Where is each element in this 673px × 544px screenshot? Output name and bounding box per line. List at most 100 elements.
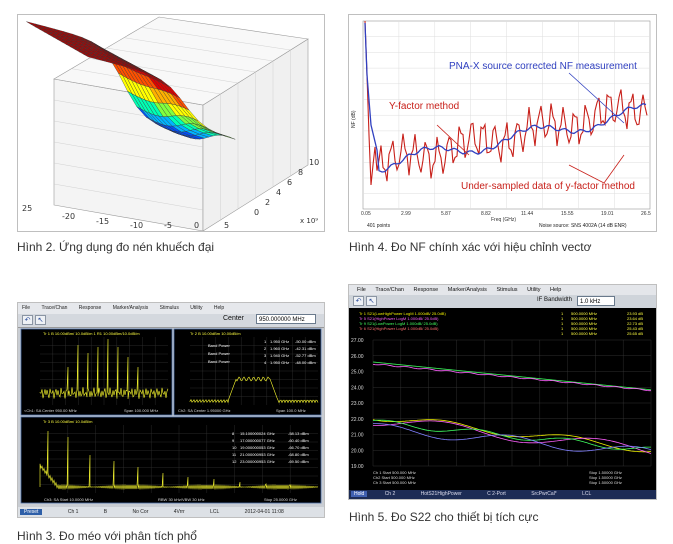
- tr-marker-label: 4: [264, 360, 267, 365]
- menu-response[interactable]: Response: [78, 305, 102, 311]
- trace-legend-item[interactable]: Tr 1 S21(LowHighPower LogM 1.000dB/ 25.0…: [359, 311, 446, 316]
- band-label-1: Band Power: [208, 343, 230, 348]
- menu-stimulus[interactable]: Stimulus: [159, 305, 179, 311]
- bottom-marker-value: -58.13 dBm: [288, 431, 309, 436]
- exponent-label: x 10⁹: [300, 217, 318, 225]
- status-lcl: LCL: [210, 509, 220, 515]
- bottom-marker-freq: 19.000000053 GHz: [240, 445, 275, 450]
- status-src-cal: SrcPwrCal*: [531, 491, 557, 497]
- marker-freq: 500.0000 MHz: [571, 316, 597, 321]
- y-tick: 25: [22, 204, 32, 213]
- z-tick: 4: [276, 188, 281, 197]
- footer-points: 401 points: [367, 223, 391, 229]
- channel-start: Ch 3 Start 500.000 MHz: [373, 480, 416, 485]
- status-bar: Hold Ch 2 HotS21HighPower C 2-Port SrcPw…: [349, 490, 656, 499]
- tr-marker-freq: 1.950 GHz: [270, 360, 289, 365]
- label-pna-x: PNA-X source corrected NF measurement: [449, 61, 637, 72]
- status-measurement: HotS21HighPower: [420, 491, 462, 497]
- tr-marker-freq: 1.960 GHz: [270, 346, 289, 351]
- figure-gain-compression-surface: 25 -20 -15 -10 -5 0 5 0 2 4 6 8 10 x 10⁹: [17, 14, 325, 232]
- marker-freq: 500.0000 MHz: [571, 326, 597, 331]
- caption-fig2: Hình 2. Ứng dụng đo nén khuếch đại: [17, 240, 215, 254]
- marker-freq: 500.0000 MHz: [571, 311, 597, 316]
- x-tick: 19.01: [601, 211, 614, 217]
- s22-plot: Tr 1 S21(LowHighPower LogM 1.000dB/ 25.0…: [349, 308, 656, 490]
- y-tick: 22.00: [351, 417, 364, 423]
- preset-button[interactable]: Preset: [20, 509, 43, 515]
- marker-value: 25.65 dB: [627, 331, 643, 336]
- tr-marker-value: -42.31 dBm: [295, 346, 316, 351]
- caption-fig5: Hình 5. Đo S22 cho thiết bị tích cực: [349, 510, 539, 524]
- panel-tl-footer-left: <Ch1: SA Center 950.00 MHz: [24, 408, 77, 413]
- undo-icon[interactable]: ↶: [353, 296, 364, 306]
- status-datetime: 2012-04-01 11:08: [244, 509, 284, 515]
- panel-bot-footer-left: Ch3: SA Start 10.0000 MHz: [44, 497, 93, 502]
- x-tick: 5.87: [441, 211, 451, 217]
- menu-file[interactable]: File: [357, 287, 366, 293]
- band-label-2: Band Power: [208, 351, 230, 356]
- trace-legend-item[interactable]: Tr 9 S21(LowPower LogM 1.000dB/ 25.0dB): [359, 321, 438, 326]
- x-axis-label: Freq (GHz): [491, 217, 516, 223]
- cursor-icon[interactable]: ↖: [366, 296, 377, 306]
- hold-button[interactable]: Hold: [351, 491, 368, 497]
- menu-file[interactable]: File: [22, 305, 31, 311]
- annotation-arrows: [436, 72, 625, 184]
- z-tick: 8: [298, 168, 303, 177]
- surface-cell: [221, 134, 236, 140]
- cursor-icon[interactable]: ↖: [35, 315, 46, 325]
- trace-legend-item[interactable]: Tr 6 S21(HighPower LogM 1.000dB/ 25.0dB): [359, 326, 439, 331]
- bottom-marker-label: 10: [232, 445, 237, 450]
- panel-tr-header: Tr 2 B 10.00dBm 10.00dB/m: [190, 331, 241, 336]
- menu-utility[interactable]: Utility: [527, 287, 541, 293]
- status-trace: B: [103, 509, 108, 515]
- center-frequency-input[interactable]: 950.000000 MHz: [256, 314, 316, 324]
- pna-x-trace: [364, 22, 647, 173]
- bottom-marker-value: -66.70 dBm: [288, 445, 309, 450]
- x-tick: 15.55: [561, 211, 574, 217]
- bottom-marker-freq: 15.100000024 GHz: [240, 431, 275, 436]
- y-tick-labels: 27.00 26.00 25.00 24.00 23.00 22.00 21.00 20.00…: [351, 338, 364, 470]
- marker-id: 1: [561, 326, 564, 331]
- channel-stop: Stop 1.50000 GHz: [589, 475, 622, 480]
- bottom-marker-freq: 23.000000953 GHz: [240, 459, 275, 464]
- spectrum-panels: Tr 1 B 10.00dBm/ 10.0dB/m 1 R1 10.00dBm/…: [20, 328, 322, 504]
- trace-s22-mid: [373, 423, 652, 452]
- y-tick: -20: [62, 212, 75, 221]
- toolbar: ↶ ↖ Center 950.000000 MHz: [18, 314, 324, 328]
- panel-bot-footer-mid: RBW 30 kHz/VBW 30 kHz: [158, 497, 205, 502]
- tr-marker-label: 2: [264, 346, 267, 351]
- marker-id: 1: [561, 331, 564, 336]
- if-bandwidth-select[interactable]: 1.0 kHz: [577, 296, 615, 306]
- tr-marker-freq: 1.950 GHz: [270, 339, 289, 344]
- bottom-marker-label: 11: [232, 452, 237, 457]
- trace-tl: [39, 338, 169, 399]
- menu-response[interactable]: Response: [413, 287, 439, 293]
- toolbar: ↶ ↖ IF Bandwidth 1.0 kHz: [349, 295, 656, 308]
- center-label: Center: [223, 315, 245, 322]
- menu-trace-chan[interactable]: Trace/Chan: [41, 305, 68, 311]
- y-tick: 25.00: [351, 370, 364, 376]
- status-cal: C 2-Port: [487, 491, 506, 497]
- band-label-3: Band Power: [208, 359, 230, 364]
- s-parameter-traces: [372, 361, 652, 454]
- marker-freq: 500.0000 MHz: [571, 321, 597, 326]
- y-tick: 0: [194, 221, 199, 230]
- marker-value: 25.43 dB: [627, 326, 643, 331]
- marker-value: 23.93 dB: [627, 311, 643, 316]
- marker-value: 23.64 dB: [627, 316, 643, 321]
- menu-help[interactable]: Help: [550, 287, 562, 293]
- figure-noise-figure: PNA-X source corrected NF measurement Y-…: [348, 14, 657, 232]
- z-tick: 6: [287, 178, 292, 187]
- figure-network-analyzer: File Trace/Chan Response Marker/Analysis…: [348, 284, 657, 500]
- menu-utility[interactable]: Utility: [190, 305, 203, 311]
- menu-marker-analysis[interactable]: Marker/Analysis: [447, 287, 487, 293]
- menu-marker-analysis[interactable]: Marker/Analysis: [112, 305, 149, 311]
- trace-legend-item[interactable]: Tr 5 S21(HighPower LogM 1.000dB/ 25.0dB): [359, 316, 439, 321]
- menu-help[interactable]: Help: [213, 305, 225, 311]
- z-tick: 0: [254, 208, 259, 217]
- undo-icon[interactable]: ↶: [22, 315, 33, 325]
- menu-stimulus[interactable]: Stimulus: [496, 287, 518, 293]
- footer-noise-source: Noise source: SNS 4002A (14 dB ENR): [539, 223, 627, 229]
- menu-trace-chan[interactable]: Trace/Chan: [375, 287, 404, 293]
